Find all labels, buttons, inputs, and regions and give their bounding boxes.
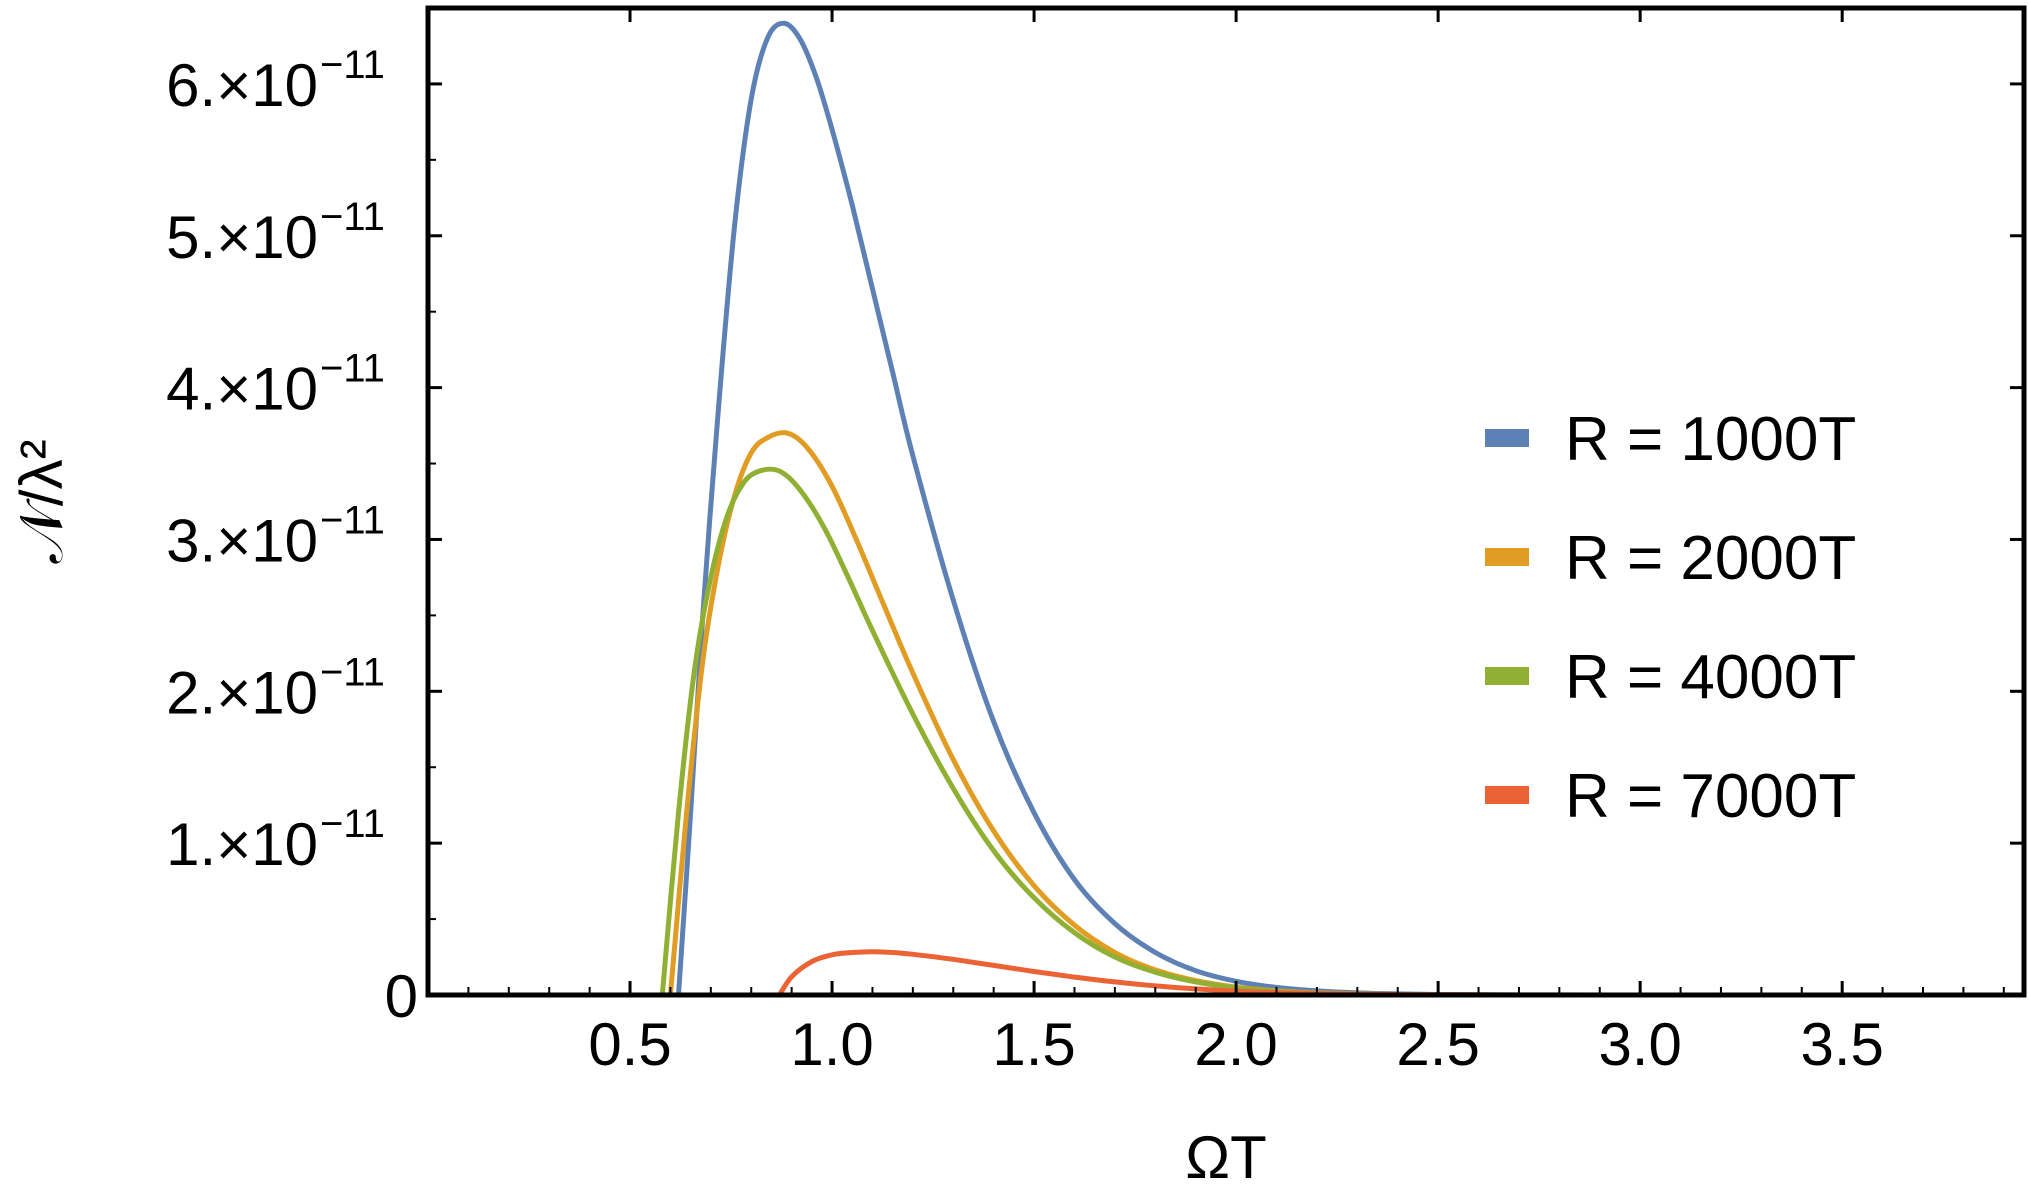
y-tick-label: 2.×10	[166, 659, 318, 726]
y-tick-label: 0	[385, 963, 418, 1030]
y-tick-label: 3.×10	[166, 507, 318, 574]
y-tick-exponent: −11	[320, 43, 385, 87]
x-tick-label: 3.0	[1598, 1011, 1681, 1078]
x-tick-label: 1.0	[790, 1011, 873, 1078]
y-tick-exponent: −11	[320, 650, 385, 694]
y-tick-label: 5.×10	[166, 204, 318, 271]
y-tick-exponent: −11	[320, 498, 385, 542]
legend-swatch	[1485, 667, 1529, 685]
legend: R = 1000T R = 2000T R = 4000T R = 7000T	[1485, 405, 1856, 831]
legend-label: R = 2000T	[1565, 524, 1856, 593]
series-line-1	[676, 20, 1724, 998]
series-layer	[659, 20, 1724, 998]
y-tick-label: 1.×10	[166, 811, 318, 878]
y-axis-title: 𝒩/λ²	[8, 439, 75, 563]
y-tick-label: 6.×10	[166, 52, 318, 119]
y-axis: 01.×10 −112.×10 −113.×10 −114.×10 −115.×10 −1…	[166, 43, 2024, 1030]
y-tick-label: 4.×10	[166, 356, 318, 423]
plot-frame	[425, 5, 2027, 998]
y-tick-exponent: −11	[320, 347, 385, 391]
x-tick-label: 2.0	[1194, 1011, 1277, 1078]
x-axis: 0.5 1.0 1.5 2.0 2.5 3.0 3.5	[467, 8, 2005, 1078]
legend-swatch	[1485, 429, 1529, 447]
legend-label: R = 1000T	[1565, 405, 1856, 474]
x-tick-label: 2.5	[1396, 1011, 1479, 1078]
x-tick-label: 1.5	[992, 1011, 1075, 1078]
x-tick-label: 3.5	[1800, 1011, 1883, 1078]
x-tick-label: 0.5	[588, 1011, 671, 1078]
y-tick-exponent: −11	[320, 195, 385, 239]
legend-label: R = 4000T	[1565, 643, 1856, 712]
legend-label: R = 7000T	[1565, 762, 1856, 831]
legend-swatch	[1485, 786, 1529, 804]
y-tick-exponent: −11	[320, 802, 385, 846]
x-axis-title: ΩT	[1185, 1124, 1267, 1191]
legend-swatch	[1485, 548, 1529, 566]
